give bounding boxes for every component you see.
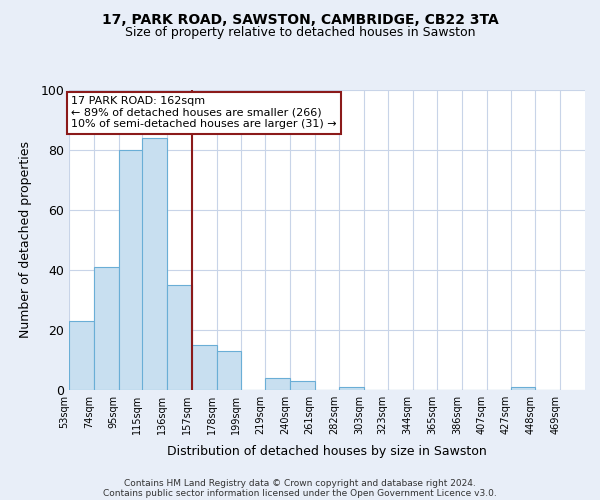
X-axis label: Distribution of detached houses by size in Sawston: Distribution of detached houses by size … [167,446,487,458]
Text: Contains HM Land Registry data © Crown copyright and database right 2024.: Contains HM Land Registry data © Crown c… [124,478,476,488]
Text: 17, PARK ROAD, SAWSTON, CAMBRIDGE, CB22 3TA: 17, PARK ROAD, SAWSTON, CAMBRIDGE, CB22 … [101,12,499,26]
Y-axis label: Number of detached properties: Number of detached properties [19,142,32,338]
Bar [142,138,167,390]
Bar [511,387,535,390]
Bar [69,321,94,390]
Bar [167,285,192,390]
Bar [340,387,364,390]
Text: 17 PARK ROAD: 162sqm
← 89% of detached houses are smaller (266)
10% of semi-deta: 17 PARK ROAD: 162sqm ← 89% of detached h… [71,96,337,129]
Bar [290,381,314,390]
Text: Size of property relative to detached houses in Sawston: Size of property relative to detached ho… [125,26,475,39]
Bar [119,150,143,390]
Bar [217,351,241,390]
Bar [192,345,217,390]
Bar [94,267,119,390]
Bar [265,378,290,390]
Text: Contains public sector information licensed under the Open Government Licence v3: Contains public sector information licen… [103,488,497,498]
